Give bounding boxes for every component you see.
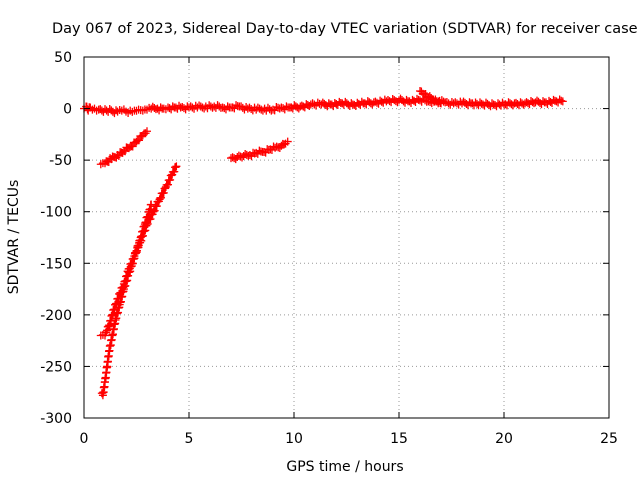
x-tick-label: 5: [185, 431, 194, 447]
data-point: [437, 99, 445, 108]
plot-frame: [83, 56, 610, 419]
x-tick-label: 0: [80, 431, 89, 447]
data-point: [282, 102, 291, 111]
grid: [84, 57, 609, 418]
axis-ticks: 0 5 10 15 20 25 -300 -250 -200 -150 -100 -50 0 50: [40, 50, 618, 447]
data-point: [171, 163, 180, 172]
data-point: [102, 328, 111, 337]
data-point: [172, 162, 181, 171]
data-point: [150, 206, 159, 215]
x-axis-label: GPS time / hours: [286, 459, 403, 475]
y-tick-label: -100: [40, 205, 72, 221]
x-tick-label: 25: [600, 431, 618, 447]
y-tick-label: -200: [40, 308, 72, 324]
data-point: [195, 101, 204, 110]
y-tick-label: -150: [40, 256, 72, 272]
y-axis-label: SDTVAR / TECUs: [6, 180, 22, 295]
data-point: [257, 105, 266, 114]
data-point: [152, 202, 161, 211]
data-point: [215, 102, 224, 111]
x-tick-label: 20: [495, 431, 513, 447]
data-point: [157, 193, 165, 202]
data-point: [103, 326, 112, 335]
data-point: [558, 97, 567, 106]
data-point: [141, 129, 150, 138]
data-point: [170, 167, 179, 176]
data-points: [80, 87, 567, 400]
data-point: [283, 137, 292, 146]
y-tick-label: -50: [49, 153, 72, 169]
data-point: [232, 101, 241, 110]
data-point: [253, 103, 262, 112]
y-tick-label: 0: [63, 102, 72, 118]
x-tick-label: 15: [390, 431, 408, 447]
data-point: [135, 136, 144, 145]
y-tick-label: -300: [40, 411, 72, 427]
y-tick-label: -250: [40, 359, 72, 375]
chart-title: Day 067 of 2023, Sidereal Day-to-day VTE…: [52, 21, 638, 37]
y-tick-label: 50: [54, 50, 72, 66]
data-point: [147, 200, 156, 209]
data-point: [198, 103, 207, 112]
data-point: [143, 127, 151, 136]
x-tick-label: 10: [285, 431, 303, 447]
data-point: [104, 322, 113, 331]
data-point: [155, 195, 164, 204]
data-point: [223, 102, 232, 111]
data-point: [164, 180, 172, 189]
data-point: [166, 175, 175, 184]
data-point: [159, 188, 168, 197]
